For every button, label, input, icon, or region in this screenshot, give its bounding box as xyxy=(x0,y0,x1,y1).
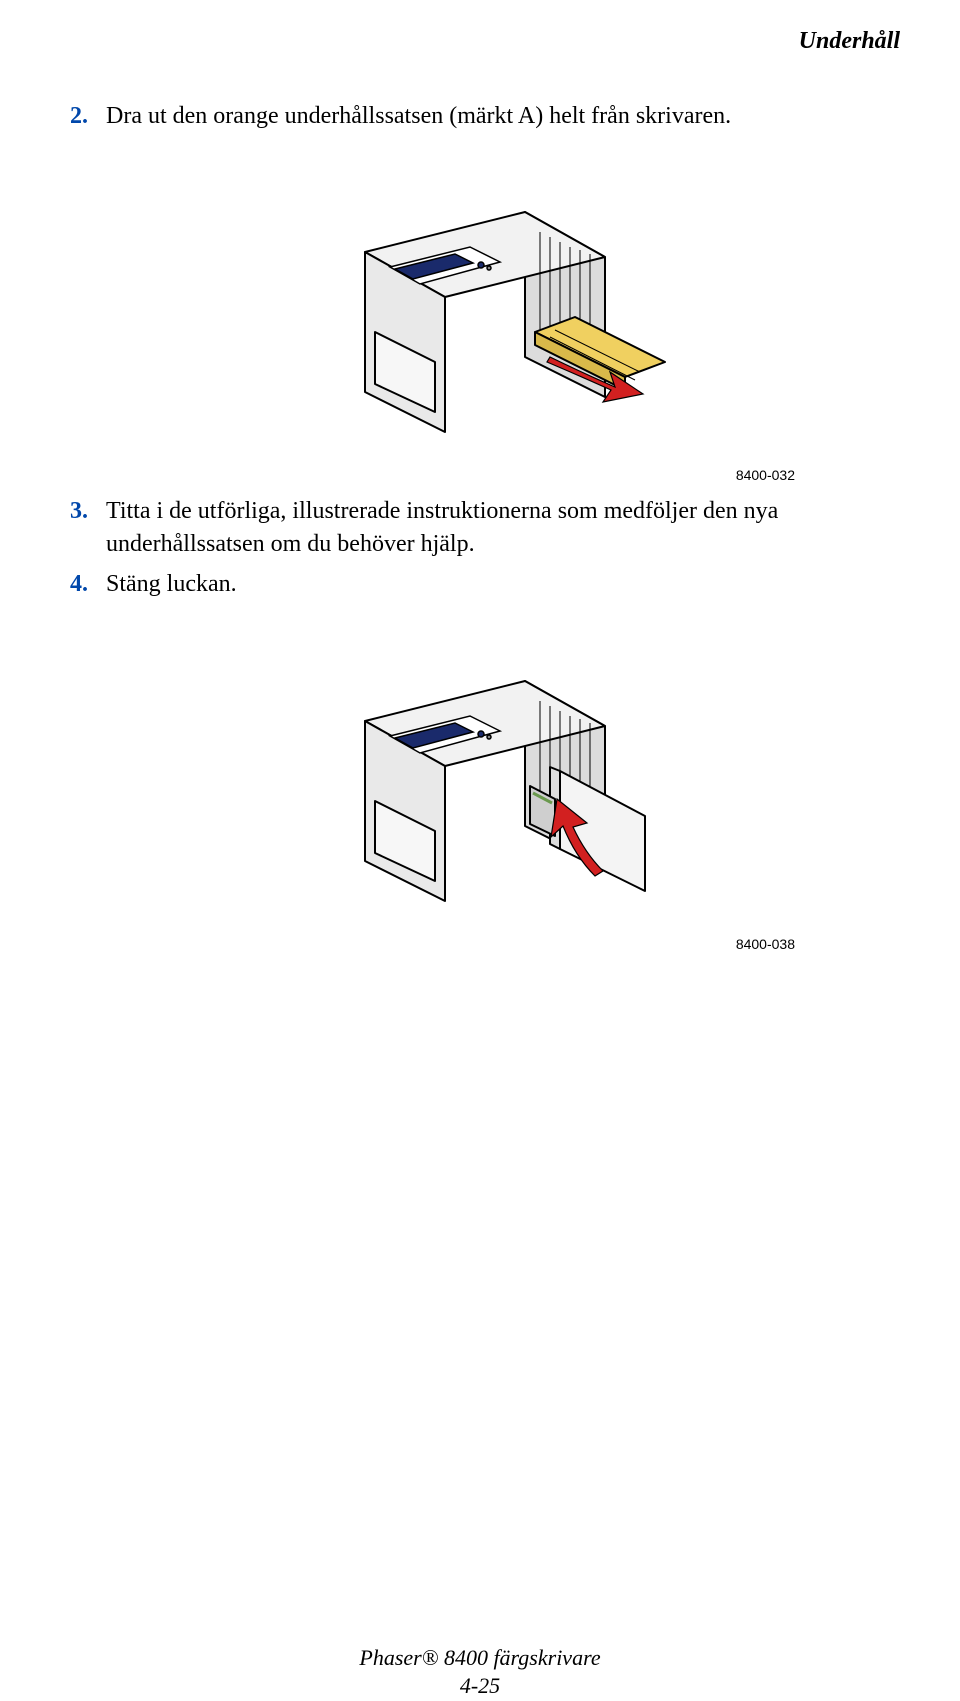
page-footer: Phaser® 8400 färgskrivare 4-25 xyxy=(0,1644,960,1701)
printer-pull-out-illustration xyxy=(295,162,675,462)
footer-line-2: 4-25 xyxy=(0,1672,960,1701)
figure-2: 8400-038 xyxy=(70,631,900,954)
step-4-number: 4. xyxy=(70,568,106,600)
printer-close-door-illustration xyxy=(295,631,675,931)
step-2-text: Dra ut den orange underhållssatsen (märk… xyxy=(106,100,900,132)
step-4-text: Stäng luckan. xyxy=(106,568,900,600)
step-4: 4. Stäng luckan. xyxy=(70,568,900,600)
figure-1-caption: 8400-032 xyxy=(736,467,795,483)
step-2-number: 2. xyxy=(70,100,106,132)
step-3-text: Titta i de utförliga, illustrerade instr… xyxy=(106,495,900,560)
page: Underhåll 2. Dra ut den orange underhåll… xyxy=(0,0,960,1701)
footer-line-1: Phaser® 8400 färgskrivare xyxy=(0,1644,960,1673)
figure-2-caption: 8400-038 xyxy=(736,936,795,952)
header-section-title: Underhåll xyxy=(799,28,900,55)
step-3-number: 3. xyxy=(70,495,106,527)
figure-1: 8400-032 xyxy=(70,162,900,485)
step-3: 3. Titta i de utförliga, illustrerade in… xyxy=(70,495,900,560)
step-2: 2. Dra ut den orange underhållssatsen (m… xyxy=(70,100,900,132)
body-content: 2. Dra ut den orange underhållssatsen (m… xyxy=(70,100,900,954)
